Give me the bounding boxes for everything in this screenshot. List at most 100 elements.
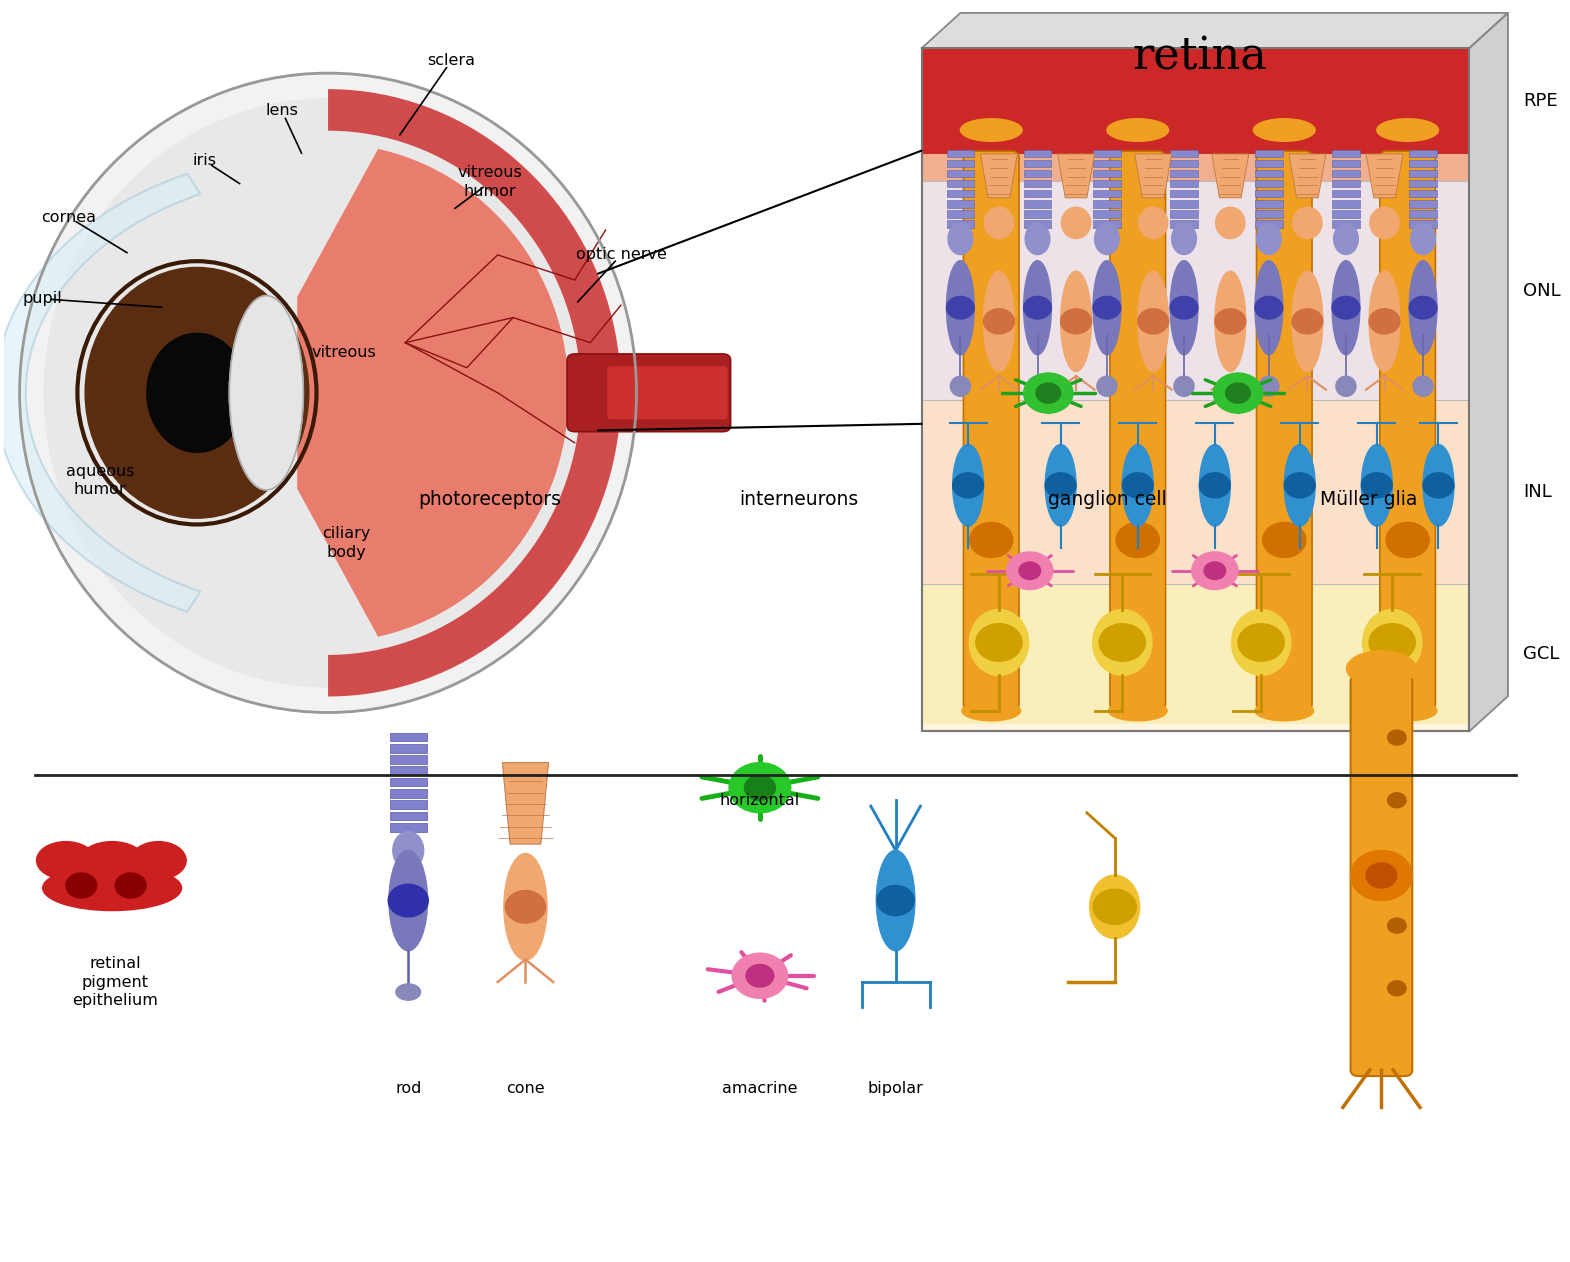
Circle shape [1388,981,1407,996]
Ellipse shape [1369,271,1400,371]
Text: bipolar: bipolar [868,1082,923,1097]
Ellipse shape [1138,271,1168,371]
Bar [1024,150,1052,158]
Circle shape [1386,522,1429,558]
Circle shape [1369,623,1416,661]
Bar [1331,170,1360,178]
Circle shape [1199,473,1231,498]
Bar [1410,199,1437,207]
Bar [1410,150,1437,158]
Bar [947,150,975,158]
FancyBboxPatch shape [1380,151,1435,711]
Circle shape [1046,473,1075,498]
FancyBboxPatch shape [567,353,730,432]
Text: ONL: ONL [1523,281,1561,299]
Bar [1254,199,1283,207]
Bar [947,199,975,207]
Text: interneurons: interneurons [739,490,859,509]
Circle shape [1226,384,1250,403]
Ellipse shape [948,223,973,255]
Bar [922,48,1470,731]
Ellipse shape [392,832,424,870]
Polygon shape [1289,154,1327,198]
Ellipse shape [130,842,187,880]
Bar [1093,220,1121,227]
Ellipse shape [1215,271,1245,371]
Text: RPE: RPE [1523,92,1557,110]
Circle shape [1262,522,1306,558]
Ellipse shape [1413,376,1433,396]
Ellipse shape [1347,651,1416,687]
Bar [389,823,427,832]
Bar [389,811,427,820]
Text: iris: iris [193,154,217,168]
Circle shape [1024,374,1072,413]
Ellipse shape [148,333,246,452]
Bar [1093,150,1121,158]
Ellipse shape [1336,376,1356,396]
Ellipse shape [962,700,1020,721]
Polygon shape [502,762,548,844]
Circle shape [1350,851,1413,901]
Circle shape [1170,297,1198,319]
Ellipse shape [1254,700,1314,721]
Circle shape [1123,473,1154,498]
Text: vitreous: vitreous [311,346,375,360]
Bar [1024,180,1052,188]
Ellipse shape [1377,119,1438,141]
Bar [1331,199,1360,207]
Circle shape [746,964,774,987]
Ellipse shape [1333,223,1358,255]
Bar [389,800,427,809]
Bar [1170,180,1198,188]
Ellipse shape [876,851,915,950]
Text: pupil: pupil [24,292,63,307]
Bar [1331,191,1360,197]
Ellipse shape [1025,223,1050,255]
Ellipse shape [1174,376,1195,396]
Ellipse shape [229,295,303,490]
FancyBboxPatch shape [1256,151,1313,711]
Circle shape [732,953,788,998]
Circle shape [1361,473,1393,498]
Circle shape [1192,551,1239,589]
Circle shape [1292,309,1324,334]
Circle shape [1204,562,1226,579]
Circle shape [1099,623,1146,661]
Circle shape [1388,729,1407,745]
Bar [389,732,427,741]
Bar [1093,199,1121,207]
Circle shape [1019,562,1041,579]
Text: sclera: sclera [427,53,476,68]
Ellipse shape [1199,444,1231,526]
Text: optic nerve: optic nerve [576,247,667,262]
Ellipse shape [1422,444,1454,526]
Bar [922,182,1470,400]
Circle shape [1331,297,1360,319]
Circle shape [1422,473,1454,498]
Polygon shape [1470,13,1507,731]
Circle shape [1036,384,1061,403]
Circle shape [1214,374,1262,413]
Bar [1254,150,1283,158]
Bar [389,743,427,752]
Ellipse shape [1093,610,1152,675]
Circle shape [1024,297,1052,319]
Bar [1170,209,1198,217]
Bar [1331,220,1360,227]
Ellipse shape [1097,376,1116,396]
Text: INL: INL [1523,483,1553,501]
Ellipse shape [1410,261,1437,355]
Bar [1410,180,1437,188]
Text: ganglion cell: ganglion cell [1047,490,1167,509]
Polygon shape [297,149,568,637]
Bar [947,191,975,197]
Ellipse shape [1061,271,1091,371]
Circle shape [1388,917,1407,933]
Bar [1024,191,1052,197]
Circle shape [1369,309,1400,334]
Ellipse shape [1215,207,1245,239]
Ellipse shape [396,984,421,1001]
Bar [389,777,427,786]
Ellipse shape [947,261,975,355]
